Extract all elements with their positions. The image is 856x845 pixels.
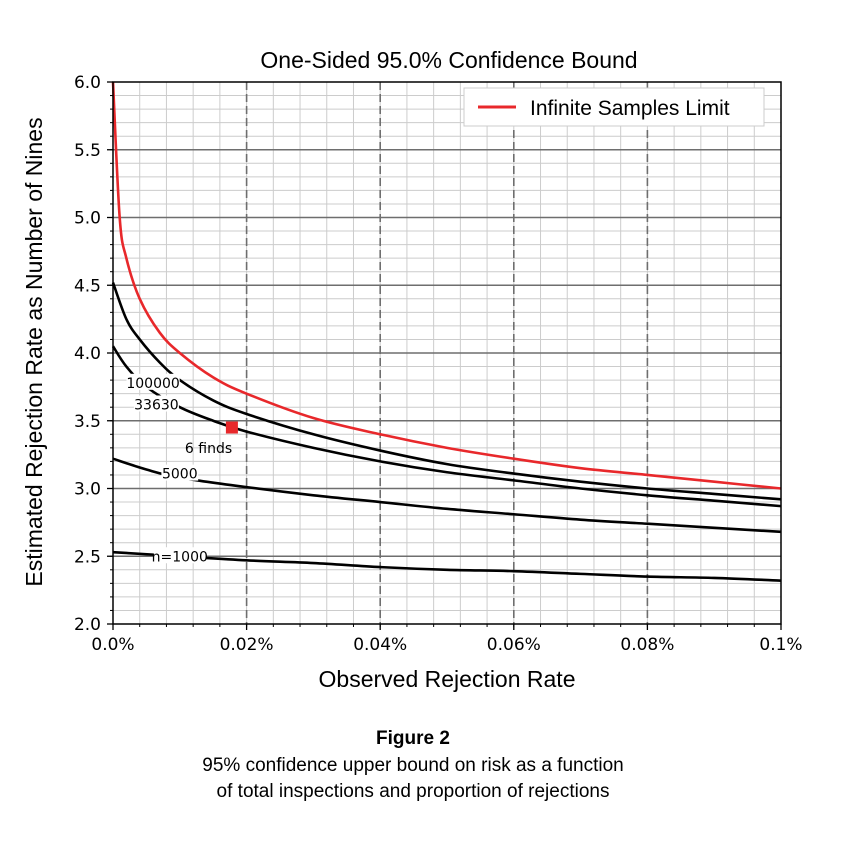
y-tick-label: 5.0: [74, 209, 101, 229]
curve-label: 33630: [134, 397, 179, 413]
x-axis-label: Observed Rejection Rate: [319, 666, 576, 692]
curve-label-background: [133, 395, 179, 412]
curve-label-background: [126, 373, 180, 390]
y-tick-label: 4.0: [74, 344, 101, 364]
x-tick-label: 0.0%: [91, 635, 134, 655]
legend: Infinite Samples Limit: [463, 87, 765, 127]
series-layer: [111, 81, 782, 582]
figure-caption-line-2: of total inspections and proportion of r…: [216, 781, 610, 802]
axis-ticks: 0.0% 0.02% 0.04% 0.06% 0.08% 0.1% 2.0 2.5 3.0 3.5…: [74, 73, 803, 655]
major-grid: [113, 82, 781, 624]
figure-caption-line-1: 95% confidence upper bound on risk as a …: [202, 755, 624, 776]
curve-labels: 100000 33630 5000 n=1000: [126, 373, 208, 565]
figure-caption-title: Figure 2: [376, 728, 450, 749]
series-line-100000: [111, 282, 782, 501]
curve-label-background: [153, 547, 207, 564]
y-tick-label: 4.5: [74, 276, 101, 296]
chart-title: One-Sided 95.0% Confidence Bound: [260, 47, 637, 73]
curve-label: n=1000: [152, 549, 208, 565]
series-line-n-1000: [112, 550, 782, 582]
x-tick-label: 0.1%: [759, 635, 802, 655]
y-tick-label: 2.5: [74, 547, 101, 567]
marker-label: 6 finds: [185, 441, 232, 457]
curve-label-background: [161, 464, 199, 481]
marker-point: [225, 421, 238, 434]
y-tick-label: 6.0: [74, 73, 101, 93]
legend-label: Infinite Samples Limit: [530, 97, 730, 120]
x-tick-label: 0.04%: [353, 635, 407, 655]
y-tick-label: 2.0: [74, 615, 101, 635]
x-tick-label: 0.08%: [620, 635, 674, 655]
chart: One-Sided 95.0% Confidence Bound 100000 3…: [21, 47, 803, 692]
curve-label: 100000: [126, 376, 179, 392]
series-line-33630: [111, 345, 782, 508]
x-tick-label: 0.02%: [220, 635, 274, 655]
y-tick-label: 3.5: [74, 412, 101, 432]
marker-layer: 6 finds: [185, 421, 238, 457]
series-line-5000: [112, 457, 782, 534]
y-tick-label: 3.0: [74, 480, 101, 500]
x-tick-label: 0.06%: [487, 635, 541, 655]
curve-label: 5000: [162, 467, 198, 483]
y-axis-label: Estimated Rejection Rate as Number of Ni…: [21, 117, 47, 586]
series-line-infinite-samples-limit: [111, 81, 782, 490]
y-tick-label: 5.5: [74, 141, 101, 161]
